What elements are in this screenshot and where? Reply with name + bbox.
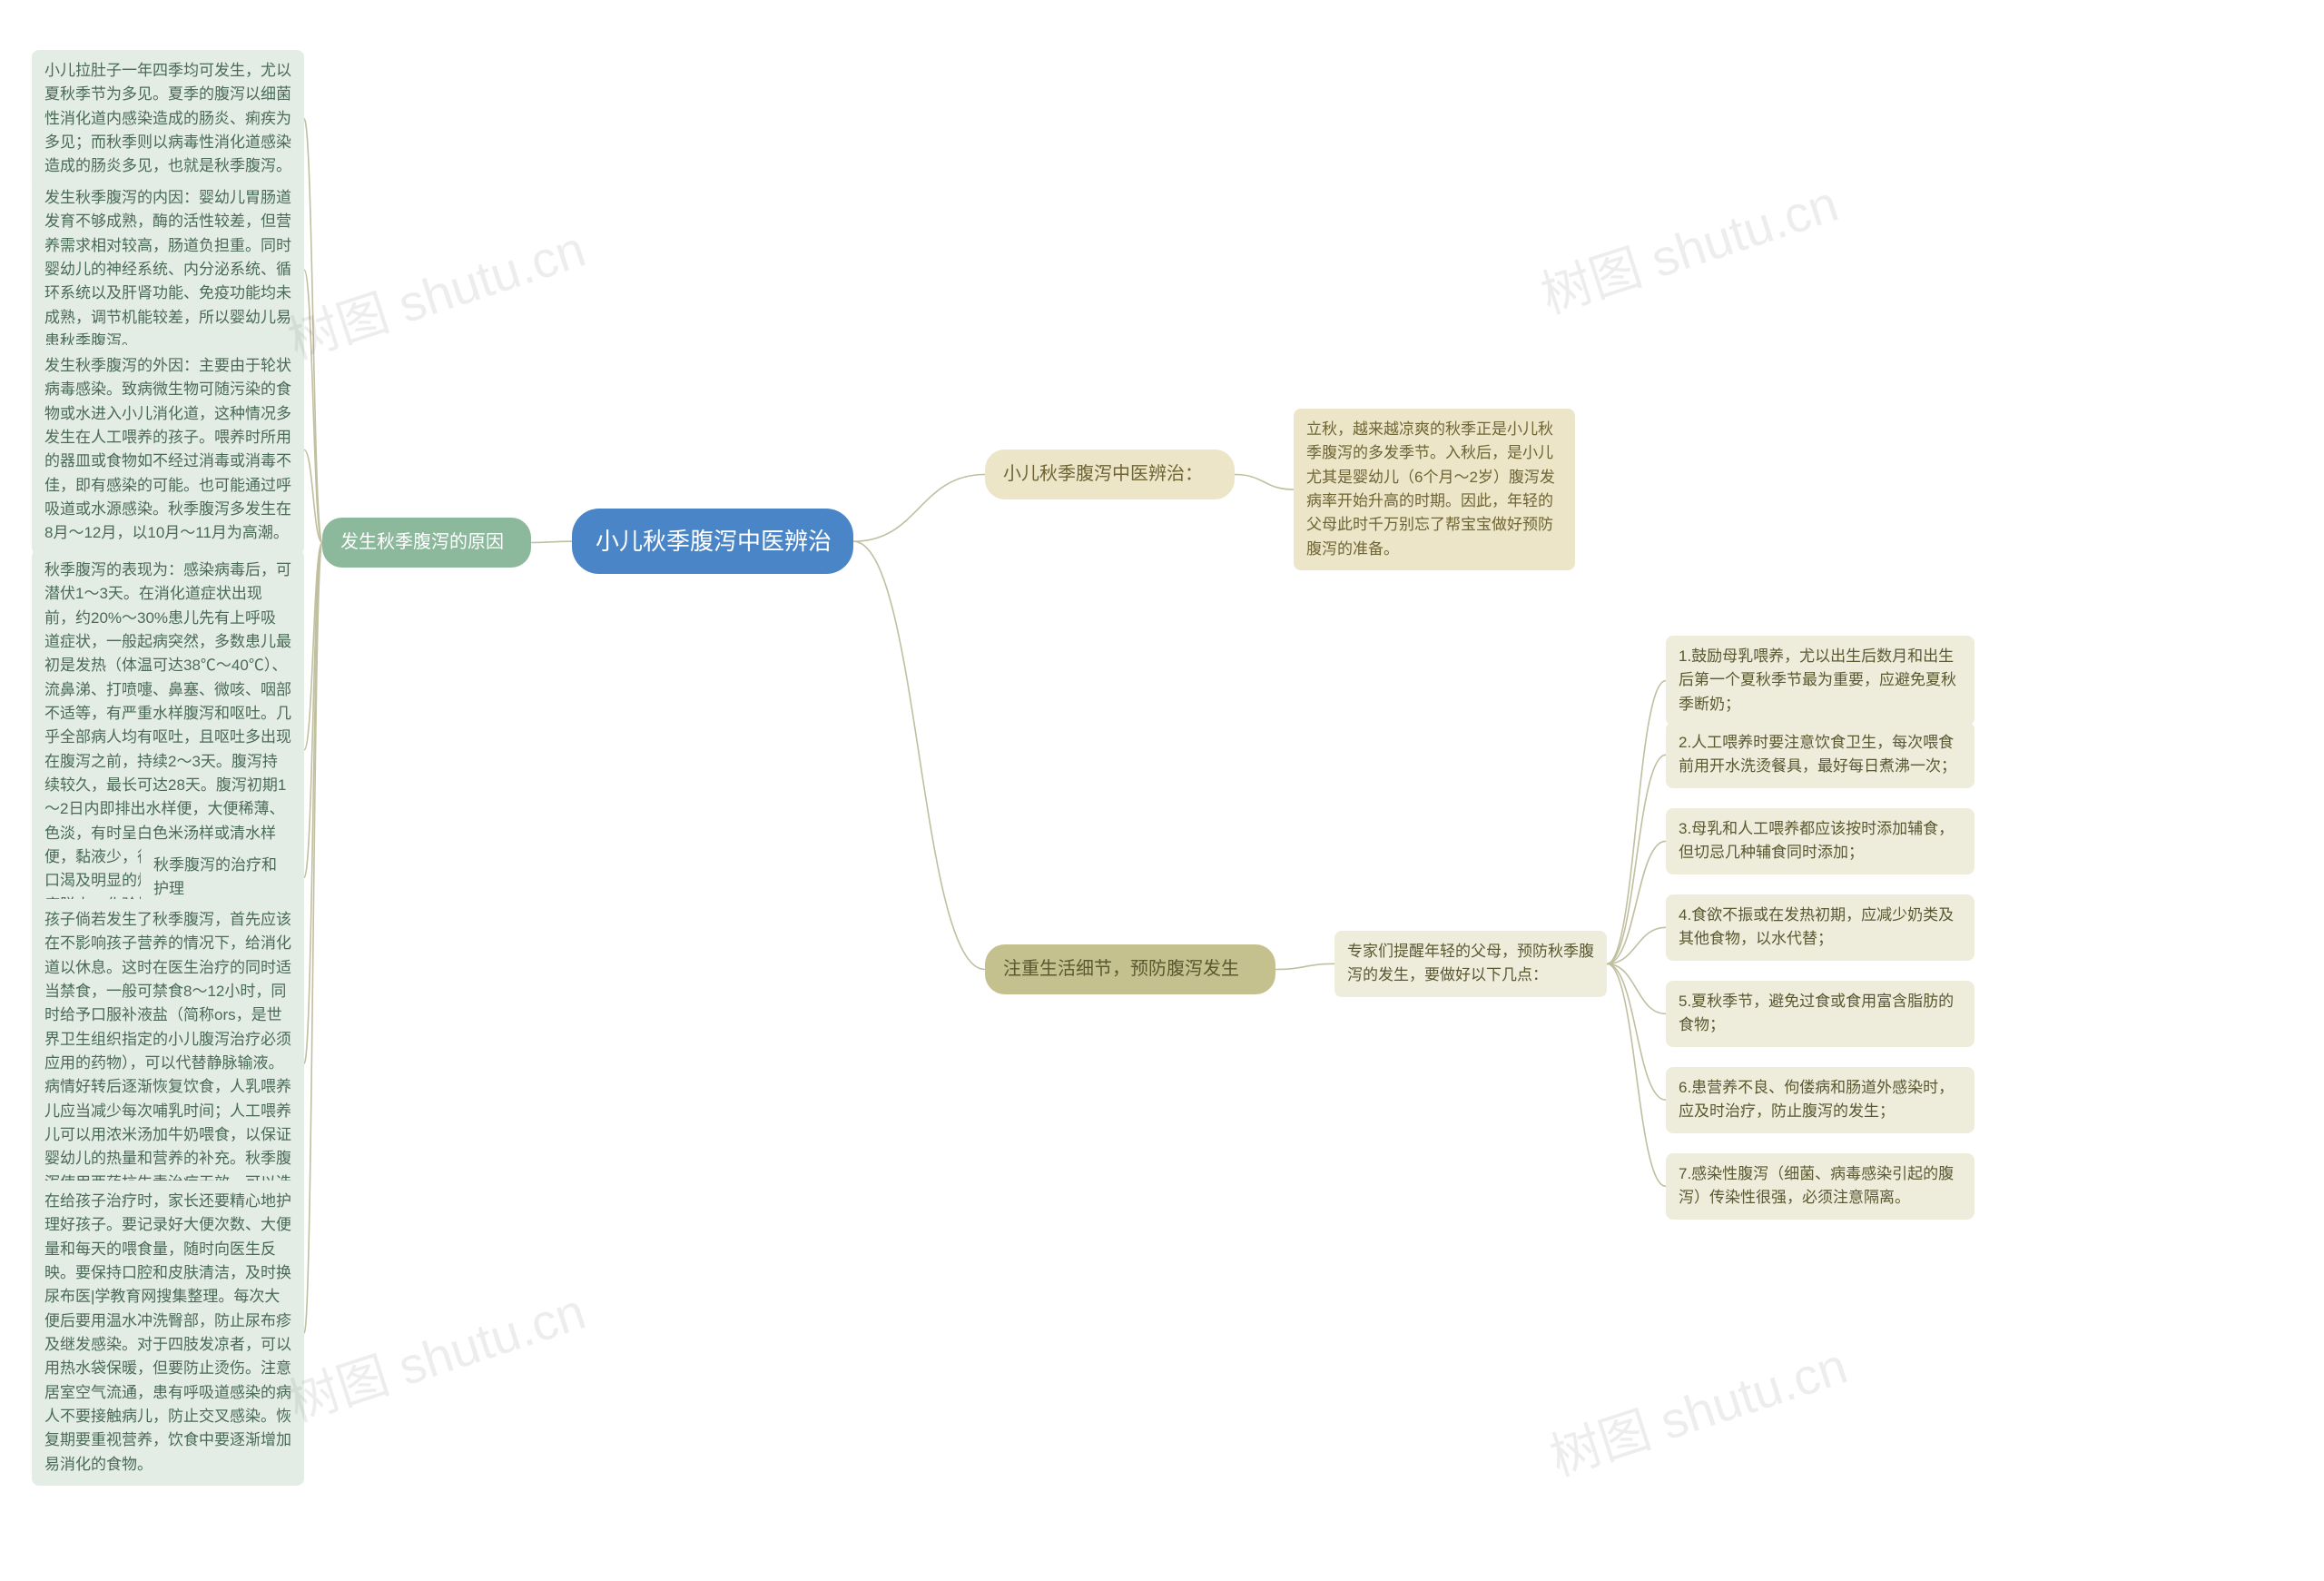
watermark: 树图 shutu.cn: [278, 209, 594, 374]
edge: [304, 543, 322, 878]
node-p5[interactable]: 5.夏秋季节，避免过食或食用富含脂肪的食物；: [1666, 981, 1974, 1047]
node-b_prev[interactable]: 注重生活细节，预防腹泻发生: [985, 944, 1275, 994]
node-c1[interactable]: 小儿拉肚子一年四季均可发生，尤以夏秋季节为多见。夏季的腹泻以细菌性消化道内感染造…: [32, 50, 304, 188]
node-p0[interactable]: 专家们提醒年轻的父母，预防秋季腹泻的发生，要做好以下几点：: [1334, 931, 1607, 997]
edge: [1607, 963, 1666, 1186]
watermark: 树图 shutu.cn: [278, 1271, 594, 1437]
edge: [304, 543, 322, 750]
edge: [531, 541, 572, 542]
node-p2[interactable]: 2.人工喂养时要注意饮食卫生，每次喂食前用开水洗烫餐具，最好每日煮沸一次；: [1666, 722, 1974, 788]
edge: [853, 541, 985, 969]
node-p4[interactable]: 4.食欲不振或在发热初期，应减少奶类及其他食物，以水代替；: [1666, 894, 1974, 961]
node-p6[interactable]: 6.患营养不良、佝偻病和肠道外感染时，应及时治疗，防止腹泻的发生；: [1666, 1067, 1974, 1133]
edge: [1235, 475, 1294, 490]
node-t1[interactable]: 立秋，越来越凉爽的秋季正是小儿秋季腹泻的多发季节。入秋后，是小儿尤其是婴幼儿（6…: [1294, 409, 1575, 570]
watermark: 树图 shutu.cn: [1531, 163, 1846, 329]
edge: [304, 119, 322, 543]
node-c6[interactable]: 孩子倘若发生了秋季腹泻，首先应该在不影响孩子营养的情况下，给消化道以休息。这时在…: [32, 899, 304, 1228]
edge: [853, 475, 985, 542]
edge: [1275, 963, 1334, 969]
edge: [1607, 963, 1666, 1013]
edge: [1607, 681, 1666, 964]
node-c7[interactable]: 在给孩子治疗时，家长还要精心地护理好孩子。要记录好大便次数、大便量和每天的喂食量…: [32, 1181, 304, 1486]
node-p1[interactable]: 1.鼓励母乳喂养，尤以出生后数月和出生后第一个夏秋季节最为重要，应避免夏秋季断奶…: [1666, 636, 1974, 726]
node-c2[interactable]: 发生秋季腹泻的内因：婴幼儿胃肠道发育不够成熟，酶的活性较差，但营养需求相对较高，…: [32, 177, 304, 362]
node-p3[interactable]: 3.母乳和人工喂养都应该按时添加辅食，但切忌几种辅食同时添加；: [1666, 808, 1974, 874]
mindmap-edges: [0, 0, 2324, 1581]
edge: [304, 270, 322, 542]
edge: [1607, 963, 1666, 1100]
edge: [1607, 841, 1666, 963]
node-b_tcm[interactable]: 小儿秋季腹泻中医辨治：: [985, 450, 1235, 499]
edge: [304, 543, 322, 1064]
node-root[interactable]: 小儿秋季腹泻中医辨治: [572, 509, 853, 574]
watermark: 树图 shutu.cn: [1540, 1326, 1856, 1491]
node-b_cause[interactable]: 发生秋季腹泻的原因: [322, 518, 531, 568]
node-c3[interactable]: 发生秋季腹泻的外因：主要由于轮状病毒感染。致病微生物可随污染的食物或水进入小儿消…: [32, 345, 304, 555]
node-p7[interactable]: 7.感染性腹泻（细菌、病毒感染引起的腹泻）传染性很强，必须注意隔离。: [1666, 1153, 1974, 1220]
edge: [1607, 755, 1666, 963]
edge: [1607, 927, 1666, 963]
edge: [304, 450, 322, 542]
edge: [304, 543, 322, 1334]
